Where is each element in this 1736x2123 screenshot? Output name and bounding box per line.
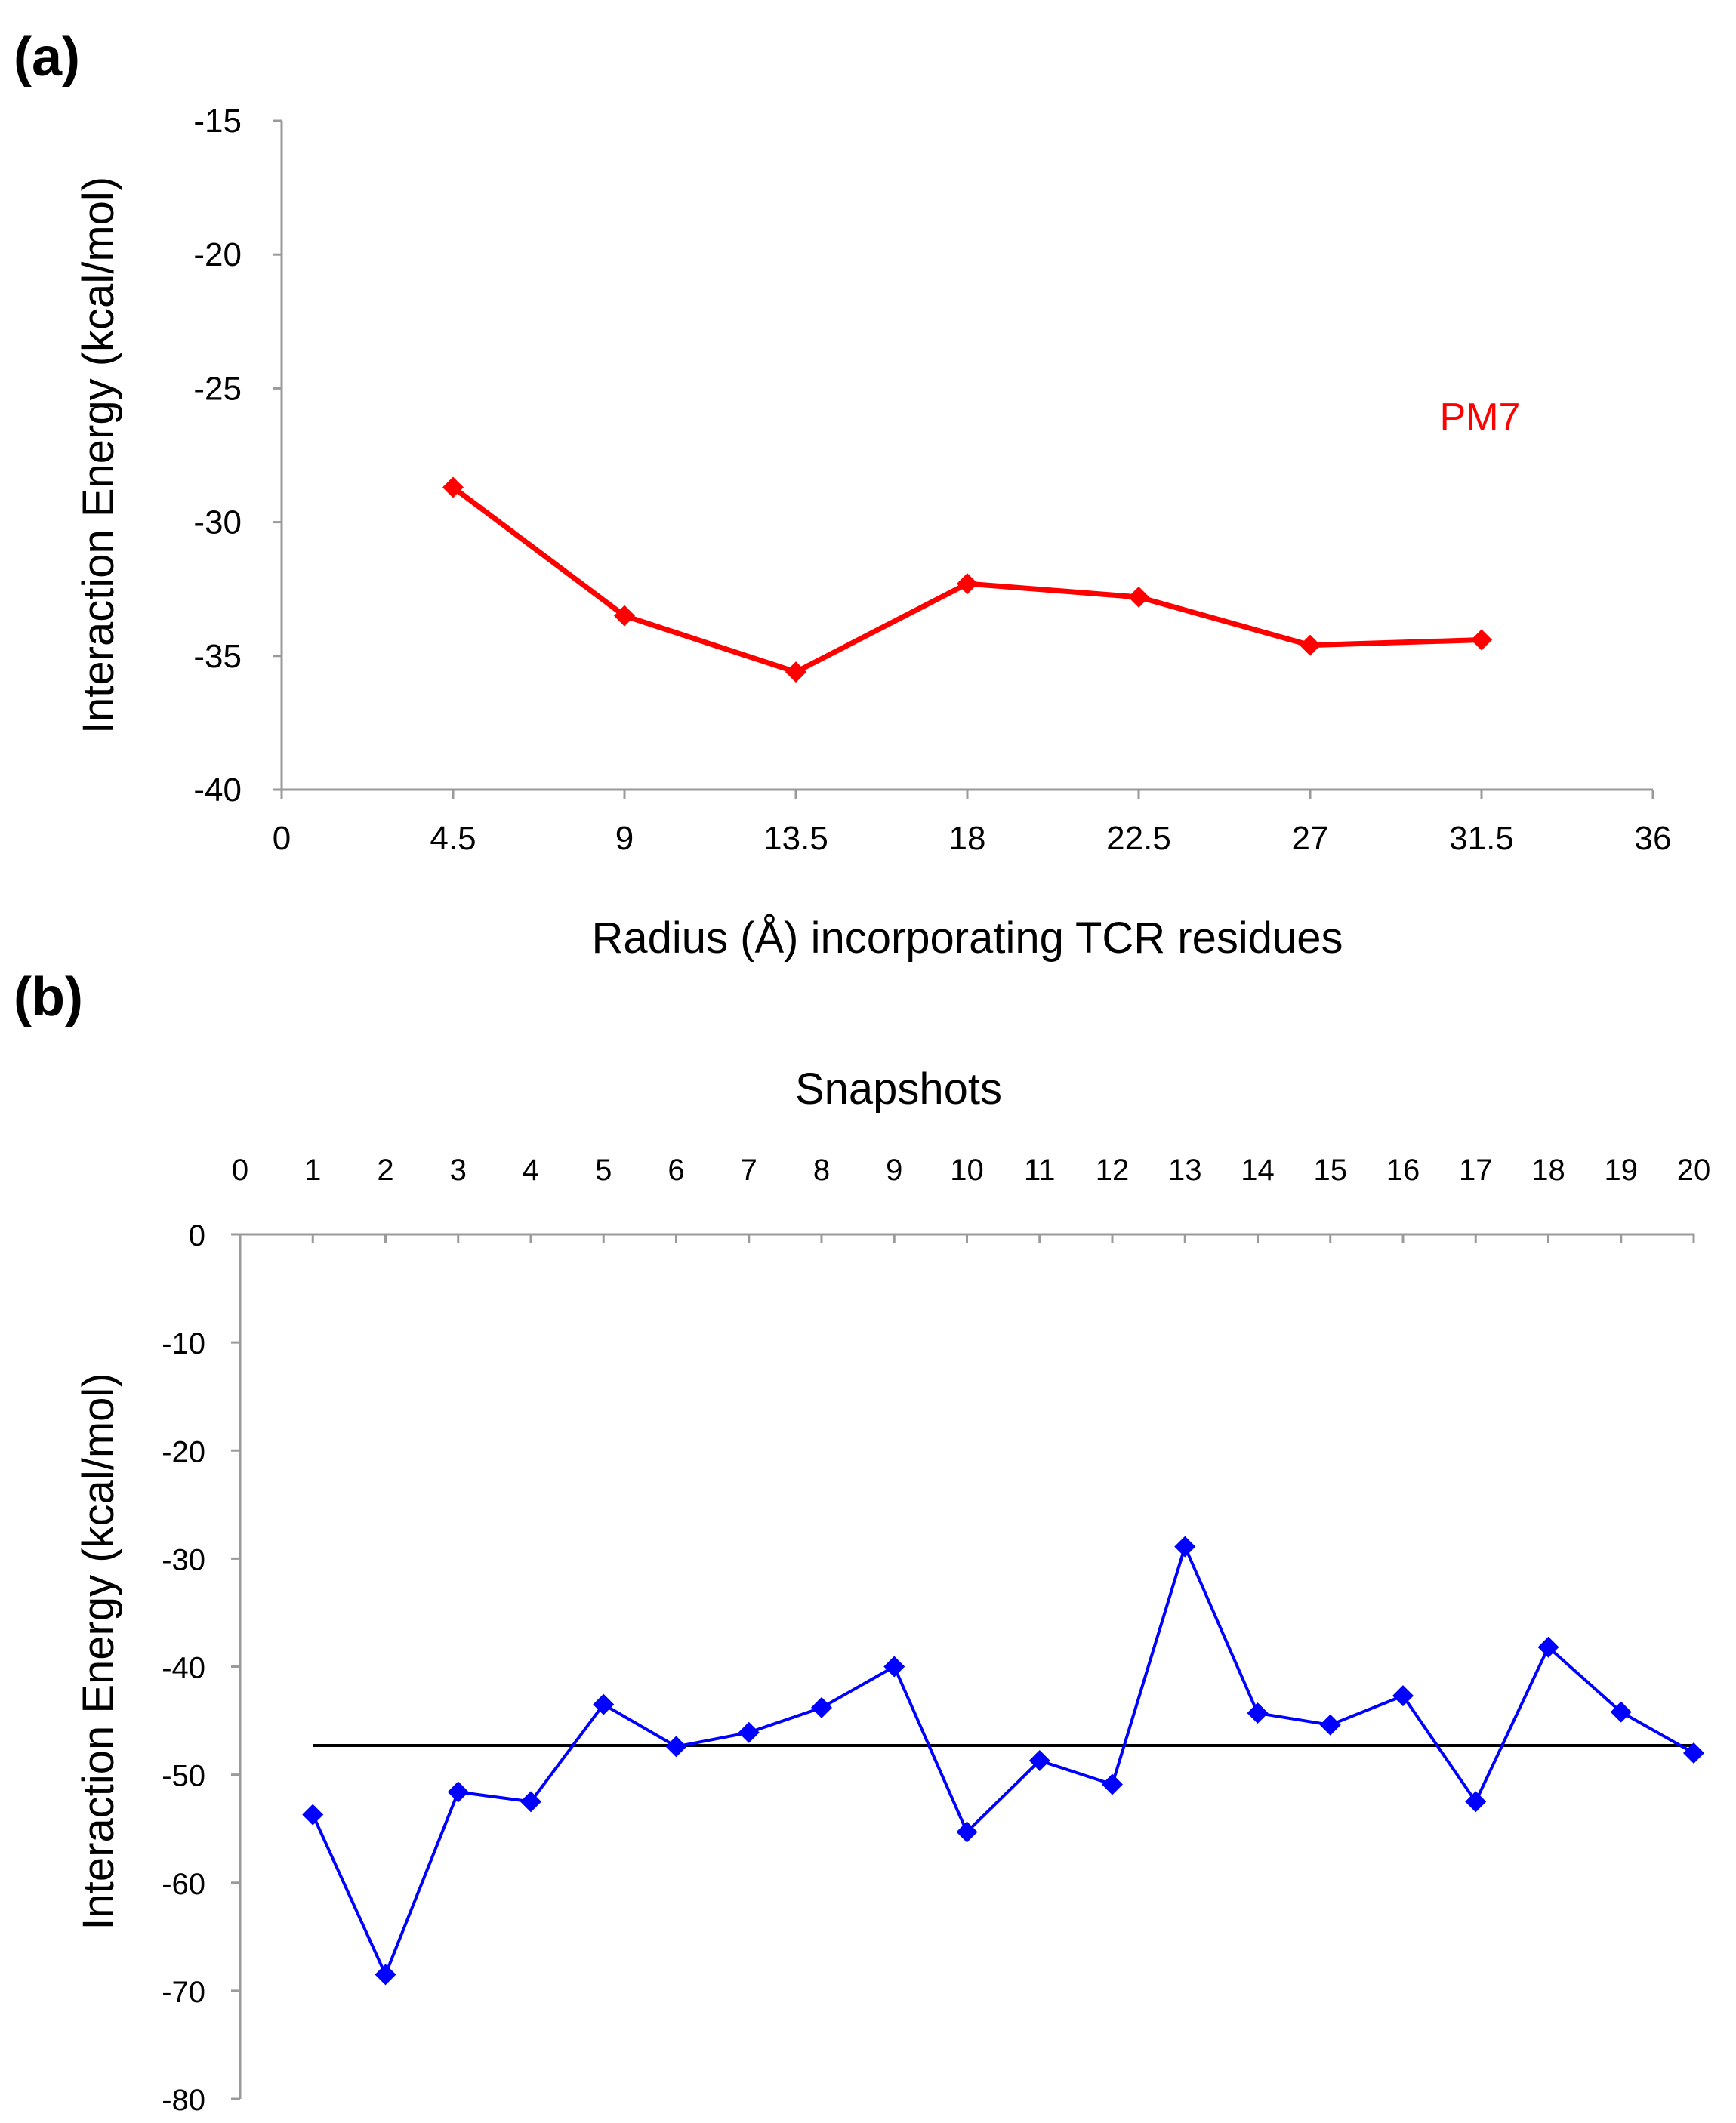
series-line-snapshots bbox=[311, 1545, 1694, 1977]
x-tick-label: 13 bbox=[1168, 1154, 1202, 1187]
x-tick-label: 17 bbox=[1459, 1154, 1493, 1187]
x-tick-label: 18 bbox=[949, 820, 986, 857]
data-point bbox=[1028, 1750, 1050, 1772]
data-point bbox=[1102, 1773, 1123, 1795]
x-tick-label: 7 bbox=[741, 1154, 757, 1187]
y-tick-label: -40 bbox=[162, 1652, 205, 1685]
data-point bbox=[957, 573, 978, 595]
y-tick-label: -30 bbox=[162, 1543, 205, 1576]
data-point bbox=[1247, 1702, 1269, 1724]
x-tick-label: 2 bbox=[377, 1154, 393, 1187]
x-tick-label: 22.5 bbox=[1106, 820, 1171, 857]
x-tick-label: 9 bbox=[886, 1154, 902, 1187]
data-point bbox=[1683, 1742, 1704, 1764]
data-point bbox=[738, 1721, 760, 1743]
x-tick-label: 19 bbox=[1605, 1154, 1639, 1187]
data-point bbox=[302, 1804, 324, 1826]
x-tick-label: 10 bbox=[950, 1154, 984, 1187]
data-point bbox=[785, 661, 806, 683]
panel-a: (a) -15 -20 -25 -30 -35 -40 0 4.5 9 13.5 18 22.5 27 31… bbox=[14, 27, 1671, 963]
x-tick-label: 20 bbox=[1677, 1154, 1711, 1187]
y-tick-label: -80 bbox=[162, 2084, 205, 2117]
data-point bbox=[956, 1821, 978, 1843]
y-tick-label: -25 bbox=[193, 370, 242, 407]
x-tick-label: 4.5 bbox=[430, 820, 476, 857]
y-tick-label: -10 bbox=[162, 1327, 205, 1360]
y-tick-label: -20 bbox=[162, 1435, 205, 1468]
data-point bbox=[1610, 1701, 1632, 1723]
x-tick-label: 5 bbox=[595, 1154, 612, 1187]
x-tick-label: 11 bbox=[1024, 1154, 1056, 1187]
x-tick-label: 18 bbox=[1531, 1154, 1565, 1187]
y-tick-label: -30 bbox=[193, 504, 242, 541]
panel-label-a: (a) bbox=[14, 27, 80, 88]
x-tick-label: 0 bbox=[273, 820, 291, 857]
data-point bbox=[665, 1736, 687, 1758]
panel-label-b: (b) bbox=[14, 967, 83, 1028]
x-tick-label: 16 bbox=[1386, 1154, 1420, 1187]
x-tick-label: 8 bbox=[813, 1154, 830, 1187]
data-point bbox=[375, 1964, 396, 1986]
data-point bbox=[883, 1656, 905, 1678]
y-tick-label: -60 bbox=[162, 1868, 205, 1901]
data-point bbox=[1392, 1685, 1414, 1707]
x-tick-label: 6 bbox=[668, 1154, 684, 1187]
data-point bbox=[520, 1791, 541, 1813]
x-tick-label: 15 bbox=[1314, 1154, 1348, 1187]
data-point bbox=[811, 1696, 832, 1718]
x-tick-label: 31.5 bbox=[1449, 820, 1514, 857]
data-point bbox=[1300, 634, 1321, 656]
y-tick-label: -20 bbox=[193, 236, 242, 273]
y-tick-label: -70 bbox=[162, 1976, 205, 2009]
data-point bbox=[442, 476, 464, 498]
x-tick-label: 1 bbox=[304, 1154, 321, 1187]
x-axis-title: Radius (Å) incorporating TCR residues bbox=[591, 914, 1343, 963]
x-tick-label: 9 bbox=[615, 820, 634, 857]
x-tick-label: 0 bbox=[232, 1154, 248, 1187]
y-axis-title: Interaction Energy (kcal/mol) bbox=[74, 177, 123, 734]
x-tick-label: 36 bbox=[1635, 820, 1672, 857]
x-tick-label: 14 bbox=[1241, 1154, 1275, 1187]
x-tick-label: 27 bbox=[1292, 820, 1329, 857]
data-point bbox=[447, 1781, 469, 1803]
series-annotation-pm7: PM7 bbox=[1440, 396, 1521, 439]
data-point bbox=[1319, 1714, 1341, 1736]
x-tick-label: 13.5 bbox=[763, 820, 828, 857]
data-point bbox=[593, 1693, 615, 1715]
x-tick-label: 3 bbox=[450, 1154, 467, 1187]
y-tick-label: 0 bbox=[189, 1219, 205, 1253]
data-point bbox=[614, 605, 635, 627]
data-point bbox=[1471, 629, 1492, 651]
x-tick-label: 4 bbox=[523, 1154, 539, 1187]
panel-b: (b)0-10-20-30-40-50-60-70-800 1 2 3 4 5 6 7 8 9 10… bbox=[14, 967, 1710, 2117]
x-axis-title: Snapshots bbox=[795, 1065, 1002, 1114]
y-tick-label: -15 bbox=[193, 103, 242, 140]
y-tick-label: -35 bbox=[193, 638, 242, 675]
y-tick-label: -50 bbox=[162, 1760, 205, 1793]
y-axis-title: Interaction Energy (kcal/mol) bbox=[74, 1373, 123, 1930]
x-tick-label: 12 bbox=[1096, 1154, 1130, 1187]
data-point bbox=[1128, 586, 1149, 608]
y-tick-label: -40 bbox=[193, 772, 242, 809]
data-point bbox=[1174, 1536, 1196, 1558]
data-point bbox=[1537, 1636, 1559, 1658]
data-point bbox=[1465, 1791, 1487, 1813]
